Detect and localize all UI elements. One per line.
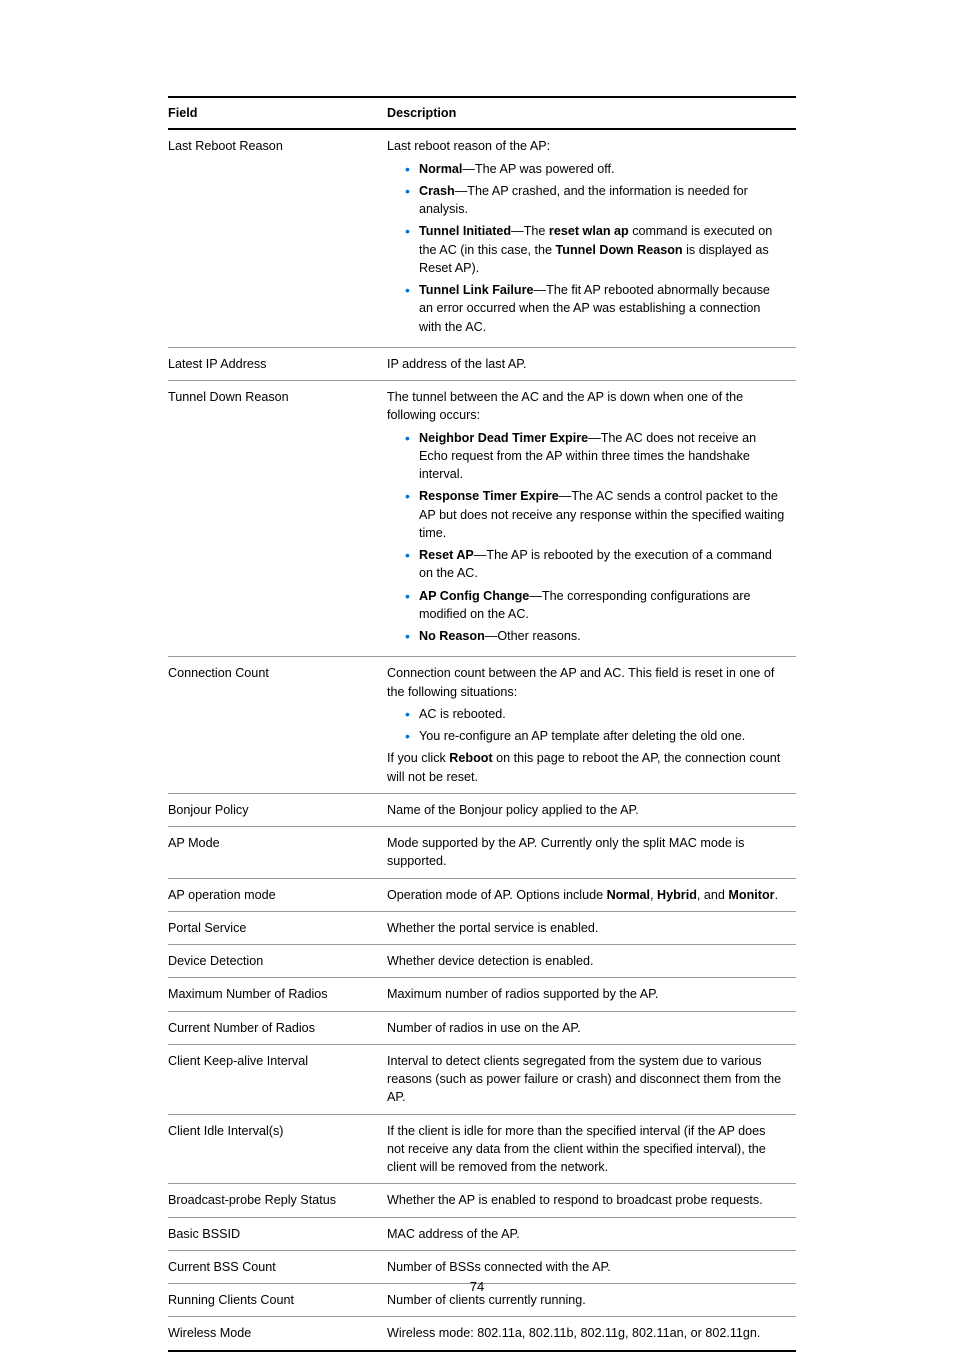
table-row: Current Number of RadiosNumber of radios… xyxy=(168,1011,796,1044)
cell-field: Wireless Mode xyxy=(168,1317,387,1351)
table-row: Wireless ModeWireless mode: 802.11a, 802… xyxy=(168,1317,796,1351)
table-body: Last Reboot ReasonLast reboot reason of … xyxy=(168,129,796,1350)
cell-field: Connection Count xyxy=(168,657,387,794)
page-number: 74 xyxy=(0,1279,954,1294)
cell-field: Last Reboot Reason xyxy=(168,129,387,347)
bullet-item: AP Config Change—The corresponding confi… xyxy=(405,587,786,624)
table-header-row: Field Description xyxy=(168,97,796,129)
bullet-item: Neighbor Dead Timer Expire—The AC does n… xyxy=(405,429,786,484)
cell-description: MAC address of the AP. xyxy=(387,1217,796,1250)
document-page: Field Description Last Reboot ReasonLast… xyxy=(0,0,954,1352)
bullet-item: Response Timer Expire—The AC sends a con… xyxy=(405,487,786,542)
cell-description: Mode supported by the AP. Currently only… xyxy=(387,827,796,879)
cell-description: Maximum number of radios supported by th… xyxy=(387,978,796,1011)
table-row: Basic BSSIDMAC address of the AP. xyxy=(168,1217,796,1250)
bullet-item: Tunnel Link Failure—The fit AP rebooted … xyxy=(405,281,786,336)
cell-description: Last reboot reason of the AP:Normal—The … xyxy=(387,129,796,347)
cell-field: Client Keep-alive Interval xyxy=(168,1044,387,1114)
bullet-list: Normal—The AP was powered off. Crash—The … xyxy=(387,160,786,336)
table-row: Bonjour PolicyName of the Bonjour policy… xyxy=(168,793,796,826)
cell-field: AP operation mode xyxy=(168,878,387,911)
table-row: Portal ServiceWhether the portal service… xyxy=(168,911,796,944)
cell-field: AP Mode xyxy=(168,827,387,879)
bullet-item: No Reason—Other reasons. xyxy=(405,627,786,645)
cell-description: Whether the AP is enabled to respond to … xyxy=(387,1184,796,1217)
table-row: Device DetectionWhether device detection… xyxy=(168,945,796,978)
table-row: Broadcast-probe Reply StatusWhether the … xyxy=(168,1184,796,1217)
cell-description: IP address of the last AP. xyxy=(387,347,796,380)
bullet-item: You re-configure an AP template after de… xyxy=(405,727,786,745)
table-row: Client Idle Interval(s)If the client is … xyxy=(168,1114,796,1184)
cell-description: Whether device detection is enabled. xyxy=(387,945,796,978)
cell-field: Device Detection xyxy=(168,945,387,978)
table-row: Connection CountConnection count between… xyxy=(168,657,796,794)
cell-description: Number of radios in use on the AP. xyxy=(387,1011,796,1044)
cell-description: Interval to detect clients segregated fr… xyxy=(387,1044,796,1114)
cell-field: Current Number of Radios xyxy=(168,1011,387,1044)
table-row: Last Reboot ReasonLast reboot reason of … xyxy=(168,129,796,347)
cell-description: Wireless mode: 802.11a, 802.11b, 802.11g… xyxy=(387,1317,796,1351)
bullet-item: Normal—The AP was powered off. xyxy=(405,160,786,178)
cell-field: Broadcast-probe Reply Status xyxy=(168,1184,387,1217)
bullet-item: Tunnel Initiated—The reset wlan ap comma… xyxy=(405,222,786,277)
cell-field: Maximum Number of Radios xyxy=(168,978,387,1011)
cell-field: Client Idle Interval(s) xyxy=(168,1114,387,1184)
header-field: Field xyxy=(168,97,387,129)
field-description-table: Field Description Last Reboot ReasonLast… xyxy=(168,96,796,1352)
bullet-list: AC is rebooted. You re-configure an AP te… xyxy=(387,705,786,746)
table-row: Client Keep-alive IntervalInterval to de… xyxy=(168,1044,796,1114)
cell-description: Connection count between the AP and AC. … xyxy=(387,657,796,794)
bullet-item: Crash—The AP crashed, and the informatio… xyxy=(405,182,786,219)
cell-description: Name of the Bonjour policy applied to th… xyxy=(387,793,796,826)
table-row: Maximum Number of RadiosMaximum number o… xyxy=(168,978,796,1011)
bullet-item: Reset AP—The AP is rebooted by the execu… xyxy=(405,546,786,583)
header-description: Description xyxy=(387,97,796,129)
cell-description: Whether the portal service is enabled. xyxy=(387,911,796,944)
table-row: AP operation modeOperation mode of AP. O… xyxy=(168,878,796,911)
bullet-list: Neighbor Dead Timer Expire—The AC does n… xyxy=(387,429,786,646)
cell-description: The tunnel between the AC and the AP is … xyxy=(387,381,796,657)
table-row: Latest IP AddressIP address of the last … xyxy=(168,347,796,380)
cell-description: If the client is idle for more than the … xyxy=(387,1114,796,1184)
table-row: AP ModeMode supported by the AP. Current… xyxy=(168,827,796,879)
cell-description: Operation mode of AP. Options include No… xyxy=(387,878,796,911)
cell-field: Bonjour Policy xyxy=(168,793,387,826)
cell-field: Latest IP Address xyxy=(168,347,387,380)
cell-field: Tunnel Down Reason xyxy=(168,381,387,657)
cell-field: Portal Service xyxy=(168,911,387,944)
table-row: Tunnel Down ReasonThe tunnel between the… xyxy=(168,381,796,657)
bullet-item: AC is rebooted. xyxy=(405,705,786,723)
cell-field: Basic BSSID xyxy=(168,1217,387,1250)
